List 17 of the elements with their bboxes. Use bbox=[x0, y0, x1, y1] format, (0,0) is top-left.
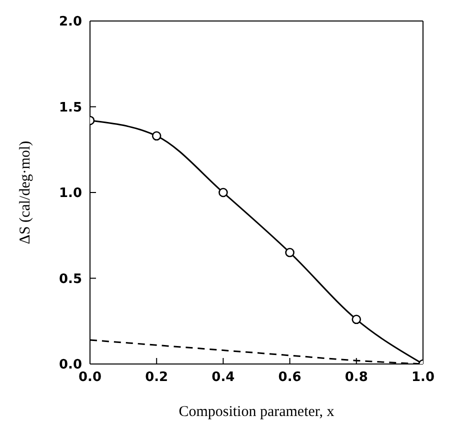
y-tick-label: 0.5 bbox=[58, 272, 82, 287]
x-tick-label: 1.0 bbox=[411, 370, 435, 386]
y-axis-title: ΔS (cal/deg·mol) bbox=[17, 140, 34, 244]
x-axis-title: Composition parameter, x bbox=[178, 404, 335, 420]
y-tick-label: 2.0 bbox=[58, 14, 82, 30]
x-tick-label: 0.0 bbox=[78, 370, 102, 386]
x-tick-label: 0.8 bbox=[344, 370, 368, 386]
y-tick-label: 1.0 bbox=[58, 186, 82, 202]
point bbox=[218, 188, 228, 198]
x-tick-label: 0.2 bbox=[145, 370, 168, 386]
x-tick-label: 0.6 bbox=[278, 370, 302, 386]
point bbox=[152, 131, 162, 141]
y-tick-label: 0.0 bbox=[58, 358, 82, 373]
point bbox=[352, 314, 362, 324]
point bbox=[285, 248, 294, 258]
y-tick-label: 1.5 bbox=[58, 100, 82, 116]
x-tick-label: 0.4 bbox=[212, 370, 235, 386]
